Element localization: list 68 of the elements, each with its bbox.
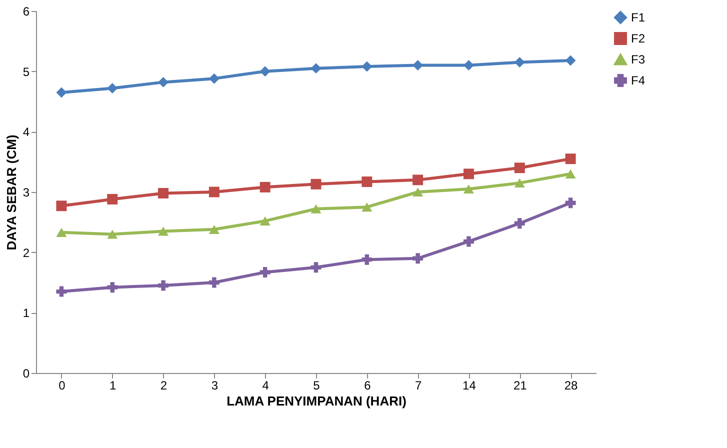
- point: [107, 194, 118, 204]
- x-tick-label: 21: [513, 378, 528, 392]
- point: [158, 226, 169, 236]
- point: [310, 204, 322, 214]
- point: [158, 280, 169, 291]
- point: [514, 162, 525, 174]
- point: [565, 198, 576, 208]
- y-tick-label: 5: [22, 64, 30, 79]
- point: [362, 254, 372, 265]
- point: [463, 168, 474, 180]
- point: [412, 253, 424, 264]
- x-axis-title: LAMA PENYIMPANAN (HARI): [226, 394, 406, 408]
- point: [260, 182, 270, 192]
- point: [514, 178, 525, 188]
- x-tick-label: 1: [110, 378, 117, 392]
- point: [158, 76, 169, 88]
- x-tick-label: 4: [262, 378, 270, 392]
- legend-label: F1: [631, 10, 646, 24]
- point: [310, 63, 322, 74]
- point: [56, 200, 67, 212]
- legend-label: F4: [631, 74, 646, 88]
- point: [463, 60, 474, 71]
- point: [56, 87, 67, 98]
- y-tick-label: 4: [22, 125, 30, 140]
- point: [310, 262, 322, 273]
- point: [514, 57, 525, 68]
- point: [565, 55, 576, 66]
- point: [56, 228, 67, 237]
- y-tick-label: 6: [22, 4, 30, 18]
- y-axis-title: DAYA SEBAR (CM): [4, 134, 19, 250]
- point: [362, 202, 372, 212]
- point: [56, 286, 67, 297]
- point: [260, 267, 270, 278]
- y-tick-label: 1: [22, 306, 30, 320]
- legend-label: F3: [631, 52, 646, 66]
- y-tick-label: 2: [22, 246, 30, 260]
- x-tick-label: 14: [462, 378, 476, 392]
- x-tick-label: 2: [160, 378, 168, 392]
- point: [463, 236, 474, 247]
- point: [260, 216, 270, 226]
- point: [208, 186, 220, 198]
- point: [514, 218, 525, 229]
- point: [565, 169, 576, 178]
- point: [412, 174, 424, 186]
- point: [412, 187, 424, 197]
- point: [565, 154, 576, 164]
- point: [412, 60, 424, 71]
- point: [107, 282, 118, 293]
- y-tick-label: 0: [22, 366, 30, 380]
- point: [107, 230, 118, 239]
- legend-label: F2: [631, 32, 646, 46]
- point: [208, 73, 220, 84]
- point: [362, 61, 372, 72]
- x-tick-label: 0: [58, 378, 66, 392]
- x-tick-label: 28: [564, 378, 578, 392]
- point: [107, 82, 118, 94]
- point: [208, 224, 220, 234]
- point: [362, 176, 372, 187]
- point: [310, 178, 322, 190]
- point: [208, 277, 220, 288]
- x-tick-label: 7: [414, 378, 422, 392]
- x-tick-label: 6: [364, 378, 372, 392]
- x-tick-label: 3: [211, 378, 218, 392]
- y-tick-label: 3: [22, 186, 30, 200]
- point: [260, 66, 270, 77]
- x-tick-label: 5: [313, 378, 320, 392]
- point: [158, 188, 169, 198]
- point: [463, 184, 474, 194]
